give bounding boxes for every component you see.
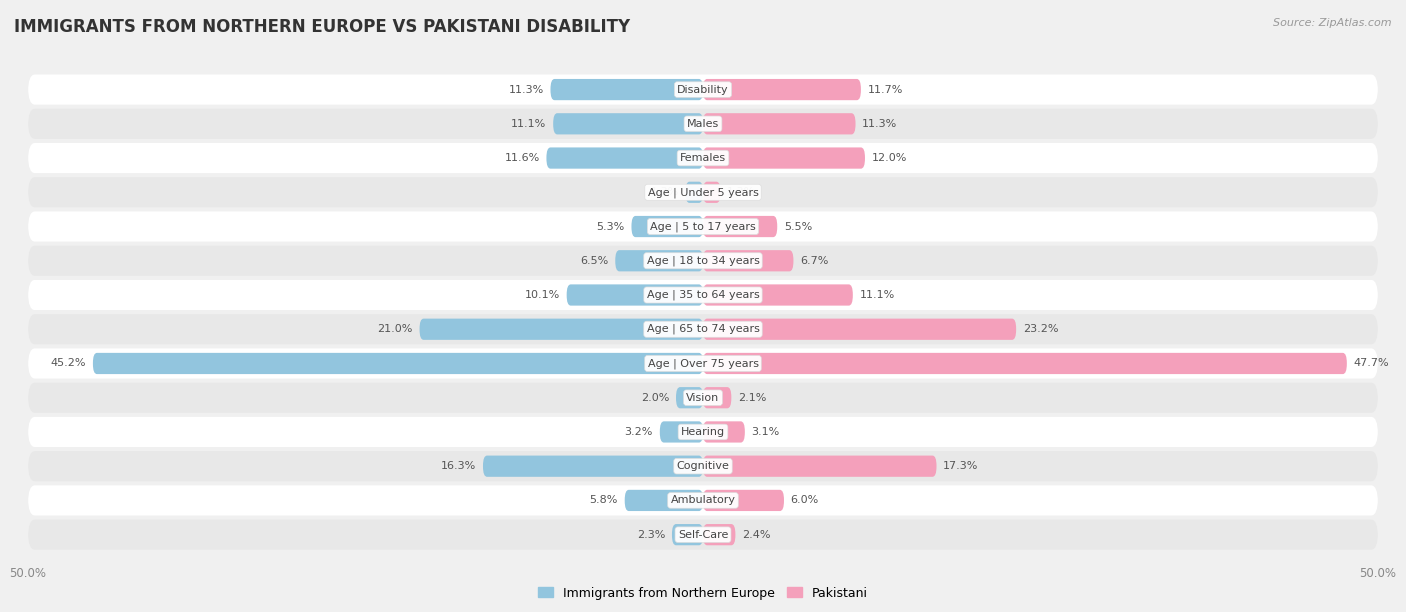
- FancyBboxPatch shape: [703, 182, 720, 203]
- FancyBboxPatch shape: [551, 79, 703, 100]
- Text: 11.3%: 11.3%: [862, 119, 897, 129]
- Text: Cognitive: Cognitive: [676, 461, 730, 471]
- Text: Ambulatory: Ambulatory: [671, 496, 735, 506]
- FancyBboxPatch shape: [703, 387, 731, 408]
- FancyBboxPatch shape: [703, 216, 778, 237]
- Text: 16.3%: 16.3%: [441, 461, 477, 471]
- Text: Females: Females: [681, 153, 725, 163]
- Text: 6.5%: 6.5%: [581, 256, 609, 266]
- FancyBboxPatch shape: [703, 490, 785, 511]
- Text: Age | 5 to 17 years: Age | 5 to 17 years: [650, 222, 756, 232]
- FancyBboxPatch shape: [672, 524, 703, 545]
- Text: Vision: Vision: [686, 393, 720, 403]
- FancyBboxPatch shape: [419, 319, 703, 340]
- FancyBboxPatch shape: [28, 245, 1378, 276]
- Text: 5.8%: 5.8%: [589, 496, 619, 506]
- Text: IMMIGRANTS FROM NORTHERN EUROPE VS PAKISTANI DISABILITY: IMMIGRANTS FROM NORTHERN EUROPE VS PAKIS…: [14, 18, 630, 36]
- FancyBboxPatch shape: [703, 353, 1347, 374]
- FancyBboxPatch shape: [28, 109, 1378, 139]
- Text: 6.0%: 6.0%: [790, 496, 818, 506]
- Text: 2.4%: 2.4%: [742, 529, 770, 540]
- FancyBboxPatch shape: [28, 280, 1378, 310]
- Text: 47.7%: 47.7%: [1354, 359, 1389, 368]
- FancyBboxPatch shape: [28, 143, 1378, 173]
- Text: 11.6%: 11.6%: [505, 153, 540, 163]
- Text: 17.3%: 17.3%: [943, 461, 979, 471]
- Text: Age | 65 to 74 years: Age | 65 to 74 years: [647, 324, 759, 335]
- FancyBboxPatch shape: [553, 113, 703, 135]
- FancyBboxPatch shape: [631, 216, 703, 237]
- Text: 3.1%: 3.1%: [752, 427, 780, 437]
- Text: 11.7%: 11.7%: [868, 84, 903, 95]
- FancyBboxPatch shape: [624, 490, 703, 511]
- FancyBboxPatch shape: [703, 319, 1017, 340]
- Text: 23.2%: 23.2%: [1024, 324, 1059, 334]
- FancyBboxPatch shape: [703, 421, 745, 442]
- FancyBboxPatch shape: [686, 182, 703, 203]
- FancyBboxPatch shape: [28, 417, 1378, 447]
- FancyBboxPatch shape: [93, 353, 703, 374]
- Text: 45.2%: 45.2%: [51, 359, 86, 368]
- FancyBboxPatch shape: [703, 250, 793, 271]
- FancyBboxPatch shape: [28, 177, 1378, 207]
- Text: 2.0%: 2.0%: [641, 393, 669, 403]
- Text: Males: Males: [688, 119, 718, 129]
- FancyBboxPatch shape: [547, 147, 703, 169]
- Text: 5.3%: 5.3%: [596, 222, 624, 231]
- Text: Hearing: Hearing: [681, 427, 725, 437]
- FancyBboxPatch shape: [703, 79, 860, 100]
- FancyBboxPatch shape: [659, 421, 703, 442]
- Text: 5.5%: 5.5%: [785, 222, 813, 231]
- FancyBboxPatch shape: [484, 455, 703, 477]
- FancyBboxPatch shape: [703, 455, 936, 477]
- FancyBboxPatch shape: [28, 382, 1378, 412]
- Text: 11.1%: 11.1%: [859, 290, 894, 300]
- FancyBboxPatch shape: [676, 387, 703, 408]
- FancyBboxPatch shape: [28, 451, 1378, 481]
- Text: 2.1%: 2.1%: [738, 393, 766, 403]
- Text: Source: ZipAtlas.com: Source: ZipAtlas.com: [1274, 18, 1392, 28]
- FancyBboxPatch shape: [703, 285, 853, 305]
- Text: 10.1%: 10.1%: [524, 290, 560, 300]
- Text: 2.3%: 2.3%: [637, 529, 665, 540]
- FancyBboxPatch shape: [28, 314, 1378, 345]
- FancyBboxPatch shape: [28, 75, 1378, 105]
- Text: Disability: Disability: [678, 84, 728, 95]
- Text: Age | Over 75 years: Age | Over 75 years: [648, 358, 758, 368]
- Text: Age | 18 to 34 years: Age | 18 to 34 years: [647, 256, 759, 266]
- Text: Age | 35 to 64 years: Age | 35 to 64 years: [647, 289, 759, 300]
- Text: 3.2%: 3.2%: [624, 427, 652, 437]
- Text: 12.0%: 12.0%: [872, 153, 907, 163]
- Text: 1.3%: 1.3%: [651, 187, 679, 197]
- Text: 6.7%: 6.7%: [800, 256, 828, 266]
- FancyBboxPatch shape: [28, 520, 1378, 550]
- Text: 11.1%: 11.1%: [512, 119, 547, 129]
- Text: Age | Under 5 years: Age | Under 5 years: [648, 187, 758, 198]
- Text: 1.3%: 1.3%: [727, 187, 755, 197]
- FancyBboxPatch shape: [28, 348, 1378, 379]
- FancyBboxPatch shape: [616, 250, 703, 271]
- Text: Self-Care: Self-Care: [678, 529, 728, 540]
- FancyBboxPatch shape: [703, 113, 855, 135]
- FancyBboxPatch shape: [703, 147, 865, 169]
- FancyBboxPatch shape: [28, 212, 1378, 242]
- Text: 21.0%: 21.0%: [377, 324, 413, 334]
- Text: 11.3%: 11.3%: [509, 84, 544, 95]
- FancyBboxPatch shape: [703, 524, 735, 545]
- FancyBboxPatch shape: [567, 285, 703, 305]
- Legend: Immigrants from Northern Europe, Pakistani: Immigrants from Northern Europe, Pakista…: [533, 581, 873, 605]
- FancyBboxPatch shape: [28, 485, 1378, 515]
